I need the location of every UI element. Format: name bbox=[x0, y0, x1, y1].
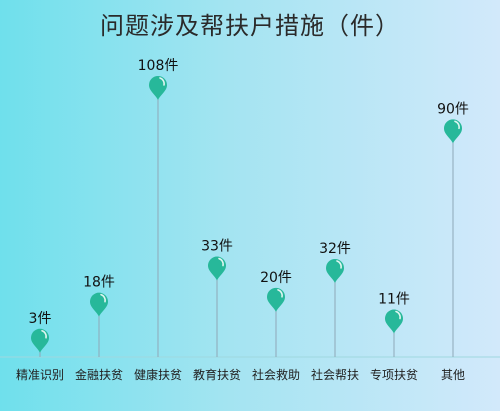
pin-marker bbox=[444, 119, 462, 144]
pin-marker bbox=[326, 258, 344, 283]
pin-marker bbox=[267, 287, 285, 312]
x-tick-label: 金融扶贫 bbox=[75, 367, 123, 382]
x-tick-label: 健康扶贫 bbox=[134, 367, 182, 382]
x-tick-label: 其他 bbox=[441, 368, 465, 382]
pin-marker bbox=[90, 292, 108, 317]
data-label: 11件 bbox=[378, 292, 410, 308]
pin-marker bbox=[385, 309, 403, 334]
data-label: 90件 bbox=[437, 101, 469, 117]
x-tick-label: 社会帮扶 bbox=[311, 367, 359, 382]
x-tick-label: 精准识别 bbox=[16, 368, 64, 382]
data-label: 108件 bbox=[138, 58, 179, 74]
data-label: 32件 bbox=[319, 241, 351, 257]
data-label: 20件 bbox=[260, 270, 292, 286]
data-label: 3件 bbox=[29, 311, 52, 327]
pin-marker bbox=[31, 328, 49, 353]
x-tick-label: 教育扶贫 bbox=[193, 367, 241, 382]
pin-marker bbox=[149, 76, 167, 100]
x-tick-label: 专项扶贫 bbox=[370, 367, 418, 382]
data-label: 18件 bbox=[83, 275, 115, 291]
chart-title: 问题涉及帮扶户措施（件） bbox=[100, 12, 400, 40]
pin-marker bbox=[208, 256, 226, 281]
x-tick-label: 社会救助 bbox=[252, 367, 300, 382]
data-label: 33件 bbox=[201, 239, 233, 255]
